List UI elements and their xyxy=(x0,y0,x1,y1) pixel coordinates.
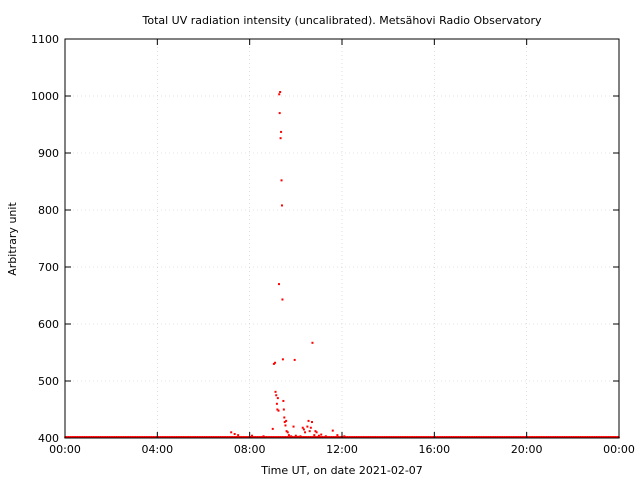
y-axis-title: Arbitrary unit xyxy=(6,202,19,276)
data-point xyxy=(278,93,281,96)
data-point xyxy=(272,362,275,365)
data-point xyxy=(233,433,236,436)
data-point xyxy=(320,433,323,436)
y-tick-label: 1100 xyxy=(31,33,59,46)
data-point xyxy=(310,421,313,424)
data-point xyxy=(299,435,302,438)
data-point xyxy=(271,427,274,430)
data-point xyxy=(262,435,265,438)
data-point xyxy=(277,409,280,412)
data-point xyxy=(293,358,296,361)
data-point xyxy=(281,298,284,301)
data-point xyxy=(284,424,287,427)
data-point xyxy=(277,283,280,286)
data-point xyxy=(331,429,334,432)
y-tick-label: 900 xyxy=(38,147,59,160)
data-point xyxy=(281,358,284,361)
data-point xyxy=(336,434,339,437)
data-point xyxy=(280,130,283,133)
data-point xyxy=(302,428,305,431)
y-tick-label: 600 xyxy=(38,318,59,331)
data-point xyxy=(324,435,327,438)
data-point xyxy=(282,408,285,411)
data-point xyxy=(283,416,286,419)
data-point xyxy=(286,431,289,434)
data-point xyxy=(308,430,311,433)
data-point xyxy=(290,435,293,438)
data-point xyxy=(317,434,320,437)
data-point xyxy=(313,434,316,437)
data-point xyxy=(275,394,278,397)
data-point xyxy=(294,434,297,437)
data-point xyxy=(237,434,240,437)
x-tick-label: 00:00 xyxy=(603,443,635,456)
axis-ticks: 400 500 600 700 800 900 1000 1100 00:00 04:00 08:0… xyxy=(31,33,635,456)
data-point xyxy=(280,204,283,207)
data-point xyxy=(278,112,281,115)
x-tick-label: 00:00 xyxy=(49,443,81,456)
data-point xyxy=(282,399,285,402)
data-point xyxy=(287,434,290,437)
y-tick-label: 800 xyxy=(38,204,59,217)
data-point xyxy=(279,137,282,140)
x-axis-title: Time UT, on date 2021-02-07 xyxy=(260,464,423,477)
data-point xyxy=(311,341,314,344)
chart-title: Total UV radiation intensity (uncalibrat… xyxy=(142,14,542,27)
data-point xyxy=(230,431,233,434)
data-point xyxy=(343,435,346,438)
data-point xyxy=(309,426,312,429)
data-point xyxy=(285,419,288,422)
x-tick-label: 20:00 xyxy=(511,443,543,456)
data-point xyxy=(297,435,300,438)
data-point xyxy=(315,431,318,434)
x-tick-label: 04:00 xyxy=(141,443,173,456)
data-points xyxy=(64,91,620,439)
data-point xyxy=(285,430,288,433)
data-point xyxy=(280,179,283,182)
data-point xyxy=(306,425,309,428)
data-point xyxy=(307,419,310,422)
y-tick-label: 1000 xyxy=(31,90,59,103)
y-tick-label: 700 xyxy=(38,261,59,274)
data-point xyxy=(314,430,317,433)
data-point xyxy=(276,408,279,411)
data-point xyxy=(274,390,277,393)
y-tick-label: 500 xyxy=(38,375,59,388)
x-tick-label: 12:00 xyxy=(326,443,358,456)
data-point xyxy=(283,421,286,424)
data-point xyxy=(275,402,278,405)
data-point xyxy=(274,361,277,364)
data-point xyxy=(304,431,307,434)
x-tick-label: 16:00 xyxy=(418,443,450,456)
data-point xyxy=(279,91,282,94)
data-point xyxy=(301,426,304,429)
data-point xyxy=(292,425,295,428)
x-tick-label: 08:00 xyxy=(234,443,266,456)
y-tick-label: 400 xyxy=(38,432,59,445)
data-point xyxy=(250,434,253,437)
data-point xyxy=(276,397,279,400)
grid-lines xyxy=(65,39,619,438)
